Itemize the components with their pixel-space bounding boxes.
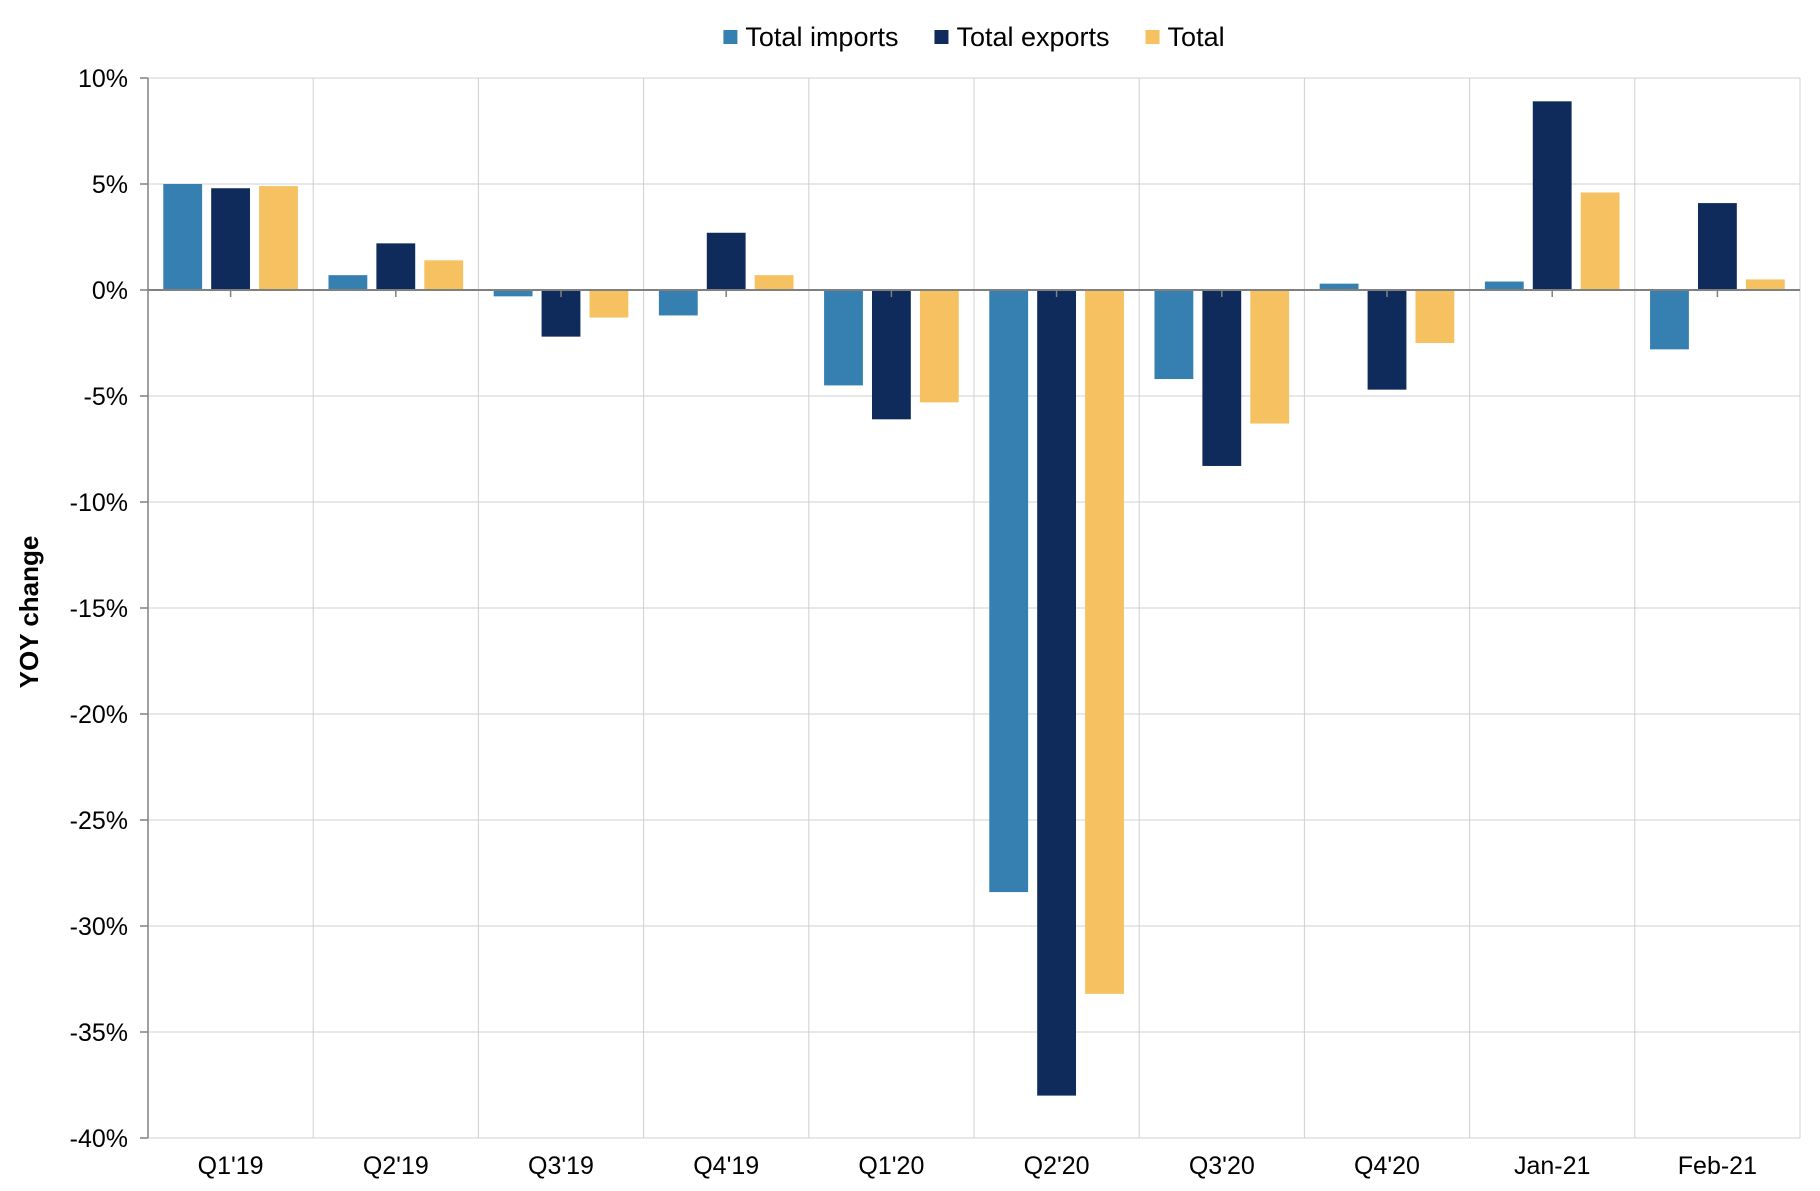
bar-total	[1580, 192, 1620, 290]
bar-total-exports	[541, 290, 581, 337]
x-tick-label: Q2'20	[1024, 1152, 1090, 1180]
x-tick-label: Jan-21	[1514, 1152, 1590, 1180]
legend-swatch	[723, 30, 738, 44]
y-axis-title: YOY change	[14, 536, 44, 689]
axes: 10% 5% 0% -5% -10% -15% -20% -25% -30% -35% -40% Q1…	[70, 65, 1800, 1180]
bar-total	[1085, 290, 1124, 994]
x-tick-label: Q1'19	[198, 1152, 264, 1180]
y-tick-label: -35%	[70, 1019, 128, 1047]
legend-swatch	[1145, 30, 1160, 44]
bars	[163, 101, 1785, 1096]
bar-total-exports	[1697, 203, 1737, 290]
y-tick-label: -5%	[84, 383, 128, 411]
y-tick-label: 10%	[78, 65, 128, 93]
x-tick-label: Q3'20	[1189, 1152, 1255, 1180]
bar-total-exports	[706, 232, 746, 290]
bar-total-imports	[163, 184, 203, 290]
y-tick-label: -20%	[70, 701, 128, 729]
y-tick-label: -30%	[70, 913, 128, 941]
x-tick-label: Q2'19	[363, 1152, 429, 1180]
x-tick-label: Q3'19	[528, 1152, 594, 1180]
y-tick-label: -40%	[70, 1125, 128, 1153]
bar-total	[259, 186, 298, 290]
y-tick-label: 0%	[92, 277, 128, 305]
y-tick-label: 5%	[92, 171, 128, 199]
bar-total	[589, 290, 629, 318]
bar-total	[1250, 290, 1290, 424]
bar-total-exports	[1367, 290, 1407, 390]
bar-total	[424, 260, 464, 290]
bar-total-exports	[1202, 290, 1242, 466]
legend-swatch	[934, 30, 949, 44]
bar-total-imports	[1154, 290, 1194, 380]
bar-total	[754, 275, 794, 290]
bar-total	[1415, 290, 1455, 343]
bar-total	[1745, 279, 1785, 290]
bar-total-imports	[493, 290, 533, 297]
legend: Total imports Total exports Total	[723, 22, 1225, 52]
y-tick-label: -10%	[70, 489, 128, 517]
x-tick-label: Q4'19	[693, 1152, 759, 1180]
y-tick-label: -15%	[70, 595, 128, 623]
bar-total-imports	[1650, 290, 1689, 350]
bar-total-imports	[1484, 281, 1524, 290]
bar-total-exports	[1037, 290, 1077, 1096]
bar-total-exports	[1532, 101, 1572, 290]
bar-total-imports	[658, 290, 698, 316]
bar-total-exports	[211, 188, 251, 290]
legend-label: Total exports	[956, 22, 1109, 52]
bar-total-exports	[376, 243, 416, 290]
legend-label: Total	[1168, 22, 1225, 52]
x-tick-label: Q1'20	[858, 1152, 924, 1180]
bar-total-imports	[989, 290, 1029, 893]
y-tick-label: -25%	[70, 807, 128, 835]
bar-total-imports	[1319, 283, 1359, 290]
x-tick-label: Q4'20	[1354, 1152, 1420, 1180]
x-tick-label: Feb-21	[1678, 1152, 1757, 1180]
bar-total	[919, 290, 959, 403]
bar-total-imports	[824, 290, 863, 386]
legend-label: Total imports	[745, 22, 898, 52]
bar-total-exports	[871, 290, 911, 420]
bar-total-imports	[328, 275, 368, 290]
